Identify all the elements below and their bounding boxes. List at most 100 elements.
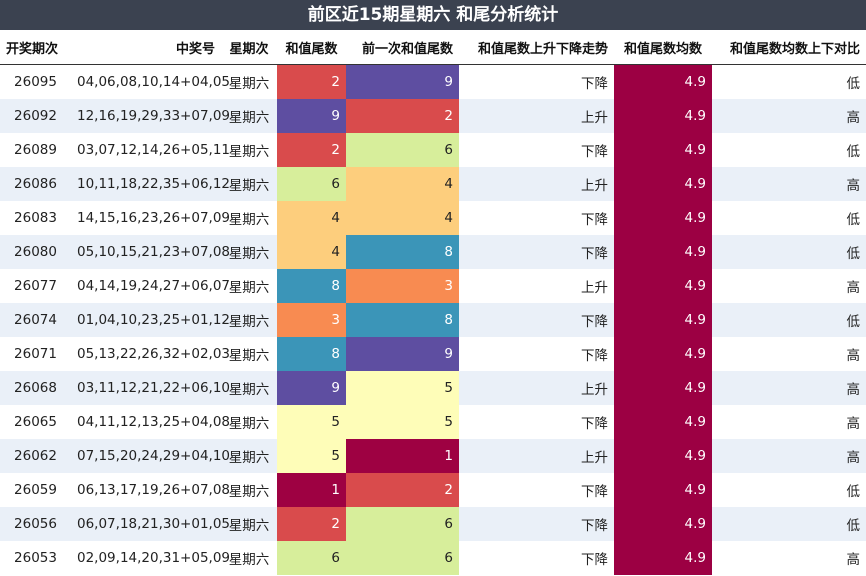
- compare-cell: 高: [712, 167, 866, 201]
- header-avg: 和值尾数均数: [614, 30, 712, 65]
- prev-tail-cell: 2: [346, 473, 459, 507]
- avg-cell: 4.9: [614, 405, 712, 439]
- numbers-cell: 04,11,12,13,25+04,08: [71, 405, 230, 439]
- avg-cell: 4.9: [614, 541, 712, 575]
- issue-cell: 26059: [0, 473, 71, 507]
- prev-tail-cell: 6: [346, 133, 459, 167]
- prev-tail-cell: 9: [346, 64, 459, 99]
- compare-cell: 高: [712, 371, 866, 405]
- issue-cell: 26062: [0, 439, 71, 473]
- compare-cell: 低: [712, 235, 866, 269]
- numbers-cell: 03,07,12,14,26+05,11: [71, 133, 230, 167]
- weekday-cell: 星期六: [221, 235, 277, 269]
- compare-cell: 低: [712, 473, 866, 507]
- tail-cell: 5: [277, 405, 346, 439]
- header-issue: 开奖期次: [0, 30, 71, 65]
- issue-cell: 26095: [0, 64, 71, 99]
- trend-cell: 上升: [459, 167, 614, 201]
- tail-cell: 2: [277, 64, 346, 99]
- table-row: 26092 12,16,19,29,33+07,09 星期六 9 2 上升 4.9 高: [0, 99, 866, 133]
- numbers-cell: 10,11,18,22,35+06,12: [71, 167, 230, 201]
- tail-cell: 1: [277, 473, 346, 507]
- header-weekday: 星期次: [221, 30, 277, 65]
- weekday-cell: 星期六: [221, 507, 277, 541]
- table-row: 26089 03,07,12,14,26+05,11 星期六 2 6 下降 4.9 低: [0, 133, 866, 167]
- avg-cell: 4.9: [614, 235, 712, 269]
- avg-cell: 4.9: [614, 64, 712, 99]
- trend-cell: 上升: [459, 99, 614, 133]
- weekday-cell: 星期六: [221, 405, 277, 439]
- compare-cell: 低: [712, 303, 866, 337]
- avg-cell: 4.9: [614, 439, 712, 473]
- tail-cell: 3: [277, 303, 346, 337]
- trend-cell: 下降: [459, 201, 614, 235]
- avg-cell: 4.9: [614, 167, 712, 201]
- table-row: 26071 05,13,22,26,32+02,03 星期六 8 9 下降 4.9 高: [0, 337, 866, 371]
- prev-tail-cell: 5: [346, 371, 459, 405]
- tail-cell: 9: [277, 99, 346, 133]
- numbers-cell: 04,06,08,10,14+04,05: [71, 64, 230, 99]
- weekday-cell: 星期六: [221, 167, 277, 201]
- trend-cell: 下降: [459, 64, 614, 99]
- table-row: 26080 05,10,15,21,23+07,08 星期六 4 8 下降 4.9 低: [0, 235, 866, 269]
- header-prev-tail: 前一次和值尾数: [346, 30, 459, 65]
- issue-cell: 26092: [0, 99, 71, 133]
- numbers-cell: 14,15,16,23,26+07,09: [71, 201, 230, 235]
- prev-tail-cell: 5: [346, 405, 459, 439]
- prev-tail-cell: 4: [346, 167, 459, 201]
- compare-cell: 高: [712, 99, 866, 133]
- issue-cell: 26089: [0, 133, 71, 167]
- avg-cell: 4.9: [614, 473, 712, 507]
- avg-cell: 4.9: [614, 507, 712, 541]
- compare-cell: 低: [712, 201, 866, 235]
- table-row: 26053 02,09,14,20,31+05,09 星期六 6 6 下降 4.9 高: [0, 541, 866, 575]
- trend-cell: 下降: [459, 541, 614, 575]
- trend-cell: 下降: [459, 235, 614, 269]
- avg-cell: 4.9: [614, 201, 712, 235]
- table-row: 26068 03,11,12,21,22+06,10 星期六 9 5 上升 4.9 高: [0, 371, 866, 405]
- weekday-cell: 星期六: [221, 303, 277, 337]
- numbers-cell: 05,13,22,26,32+02,03: [71, 337, 230, 371]
- tail-cell: 9: [277, 371, 346, 405]
- avg-cell: 4.9: [614, 303, 712, 337]
- weekday-cell: 星期六: [221, 371, 277, 405]
- numbers-cell: 03,11,12,21,22+06,10: [71, 371, 230, 405]
- issue-cell: 26080: [0, 235, 71, 269]
- issue-cell: 26053: [0, 541, 71, 575]
- table-row: 26086 10,11,18,22,35+06,12 星期六 6 4 上升 4.9 高: [0, 167, 866, 201]
- trend-cell: 下降: [459, 133, 614, 167]
- header-numbers: 中奖号: [71, 30, 221, 65]
- trend-cell: 下降: [459, 507, 614, 541]
- weekday-cell: 星期六: [221, 201, 277, 235]
- compare-cell: 高: [712, 269, 866, 303]
- prev-tail-cell: 1: [346, 439, 459, 473]
- stats-table: 开奖期次 中奖号 星期次 和值尾数 前一次和值尾数 和值尾数上升下降走势 和值尾…: [0, 30, 866, 575]
- header-compare: 和值尾数均数上下对比: [712, 30, 866, 65]
- prev-tail-cell: 2: [346, 99, 459, 133]
- issue-cell: 26056: [0, 507, 71, 541]
- tail-cell: 4: [277, 201, 346, 235]
- compare-cell: 低: [712, 507, 866, 541]
- numbers-cell: 01,04,10,23,25+01,12: [71, 303, 230, 337]
- avg-cell: 4.9: [614, 371, 712, 405]
- weekday-cell: 星期六: [221, 337, 277, 371]
- table-row: 26059 06,13,17,19,26+07,08 星期六 1 2 下降 4.9 低: [0, 473, 866, 507]
- tail-cell: 2: [277, 133, 346, 167]
- tail-cell: 6: [277, 541, 346, 575]
- trend-cell: 下降: [459, 473, 614, 507]
- trend-cell: 下降: [459, 303, 614, 337]
- trend-cell: 上升: [459, 269, 614, 303]
- trend-cell: 下降: [459, 337, 614, 371]
- avg-cell: 4.9: [614, 99, 712, 133]
- avg-cell: 4.9: [614, 269, 712, 303]
- table-row: 26077 04,14,19,24,27+06,07 星期六 8 3 上升 4.9 高: [0, 269, 866, 303]
- numbers-cell: 12,16,19,29,33+07,09: [71, 99, 230, 133]
- compare-cell: 高: [712, 541, 866, 575]
- issue-cell: 26086: [0, 167, 71, 201]
- weekday-cell: 星期六: [221, 439, 277, 473]
- compare-cell: 低: [712, 133, 866, 167]
- numbers-cell: 04,14,19,24,27+06,07: [71, 269, 230, 303]
- trend-cell: 上升: [459, 371, 614, 405]
- compare-cell: 高: [712, 337, 866, 371]
- weekday-cell: 星期六: [221, 473, 277, 507]
